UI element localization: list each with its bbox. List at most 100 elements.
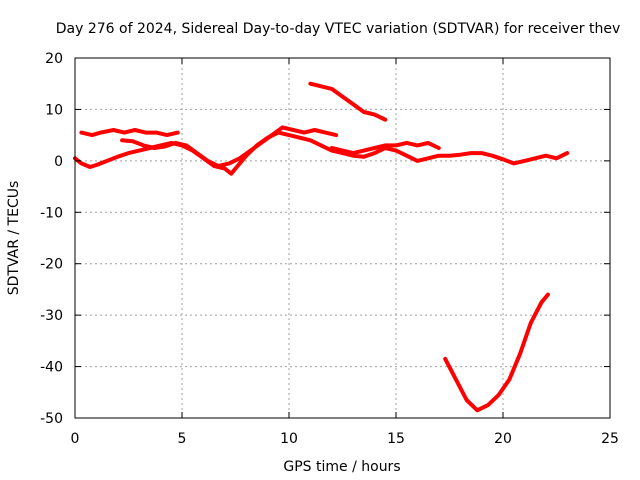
data-point (383, 118, 387, 122)
data-point (497, 393, 501, 397)
data-point (340, 148, 345, 153)
data-point (298, 136, 302, 140)
series-layer (73, 81, 570, 413)
data-point (116, 155, 120, 159)
x-tick-label: 25 (601, 431, 619, 447)
data-point (238, 156, 242, 160)
y-tick-label: 0 (54, 154, 63, 170)
data-point (291, 128, 295, 132)
data-point (490, 154, 494, 158)
data-point (131, 139, 135, 143)
data-point (259, 141, 263, 145)
data-point (163, 144, 167, 149)
data-point (105, 159, 109, 163)
data-point (554, 156, 559, 160)
x-axis-title: GPS time / hours (283, 459, 400, 475)
data-point (546, 292, 550, 297)
data-point (330, 87, 334, 91)
y-tick-label: 10 (45, 102, 63, 118)
data-point (152, 146, 156, 150)
data-point (94, 163, 98, 167)
x-tick-label: 0 (71, 431, 80, 447)
y-axis-title: SDTVAR / TECUs (6, 181, 22, 296)
data-point (362, 110, 366, 114)
data-point (512, 161, 516, 166)
series-line-track-1 (73, 130, 570, 176)
data-point (373, 146, 377, 150)
data-point (529, 321, 533, 325)
data-point (154, 130, 158, 135)
x-tick-label: 15 (387, 431, 405, 447)
data-point (308, 82, 312, 86)
series-line-track-4 (308, 81, 388, 122)
data-point (465, 398, 469, 402)
data-point (308, 138, 312, 142)
data-point (120, 138, 124, 142)
data-point (248, 148, 253, 153)
grid-layer (75, 58, 610, 418)
data-point (313, 128, 317, 132)
data-point (486, 403, 490, 407)
data-point (176, 130, 180, 135)
chart-title: Day 276 of 2024, Sidereal Day-to-day VTE… (56, 21, 620, 37)
data-point (323, 130, 327, 135)
x-tick-label: 10 (280, 431, 298, 447)
x-tick-label: 5 (178, 431, 187, 447)
data-point (362, 155, 366, 159)
data-point (447, 154, 452, 158)
data-point (533, 156, 537, 160)
data-point (415, 143, 419, 148)
data-point (437, 154, 441, 158)
data-point (137, 148, 141, 153)
data-point (340, 94, 345, 99)
data-point (206, 159, 210, 163)
data-point (79, 161, 84, 166)
data-point (126, 151, 131, 155)
y-tick-label: 20 (45, 51, 63, 67)
data-point (565, 151, 569, 155)
data-point (144, 130, 148, 135)
data-point (394, 143, 398, 148)
y-tick-label: -50 (40, 411, 63, 427)
data-point (351, 102, 355, 106)
data-point (334, 133, 338, 137)
data-point (426, 156, 430, 160)
data-point (501, 157, 505, 161)
data-point (415, 159, 419, 163)
tick-layer: 0 5 10 15 20 25 -50 -40 -30 -20 -10 0 10 20 (40, 51, 619, 447)
data-point (111, 128, 116, 132)
data-point (173, 141, 178, 145)
data-point (539, 300, 544, 304)
data-point (507, 377, 512, 382)
data-point (405, 141, 409, 145)
data-point (319, 84, 323, 88)
data-point (544, 154, 548, 158)
data-point (270, 133, 274, 137)
y-tick-label: -30 (40, 308, 63, 324)
data-point (195, 151, 199, 155)
y-tick-label: -20 (40, 257, 63, 273)
y-tick-label: -10 (40, 205, 63, 221)
data-point (133, 128, 137, 132)
data-point (373, 112, 377, 117)
data-point (437, 146, 441, 150)
data-point (330, 146, 334, 150)
data-point (302, 130, 306, 135)
data-point (454, 377, 458, 382)
data-point (475, 408, 479, 412)
data-point (373, 151, 377, 155)
data-point (122, 130, 126, 135)
data-point (426, 141, 430, 145)
data-point (383, 143, 387, 148)
series-line-track-2 (79, 128, 180, 138)
data-point (469, 151, 473, 155)
data-point (405, 154, 409, 158)
data-point (518, 352, 522, 356)
data-point (287, 133, 291, 137)
data-point (227, 161, 231, 166)
y-tick-label: -40 (40, 360, 63, 376)
data-point (394, 148, 398, 153)
data-point (362, 148, 366, 153)
data-point (443, 357, 447, 361)
